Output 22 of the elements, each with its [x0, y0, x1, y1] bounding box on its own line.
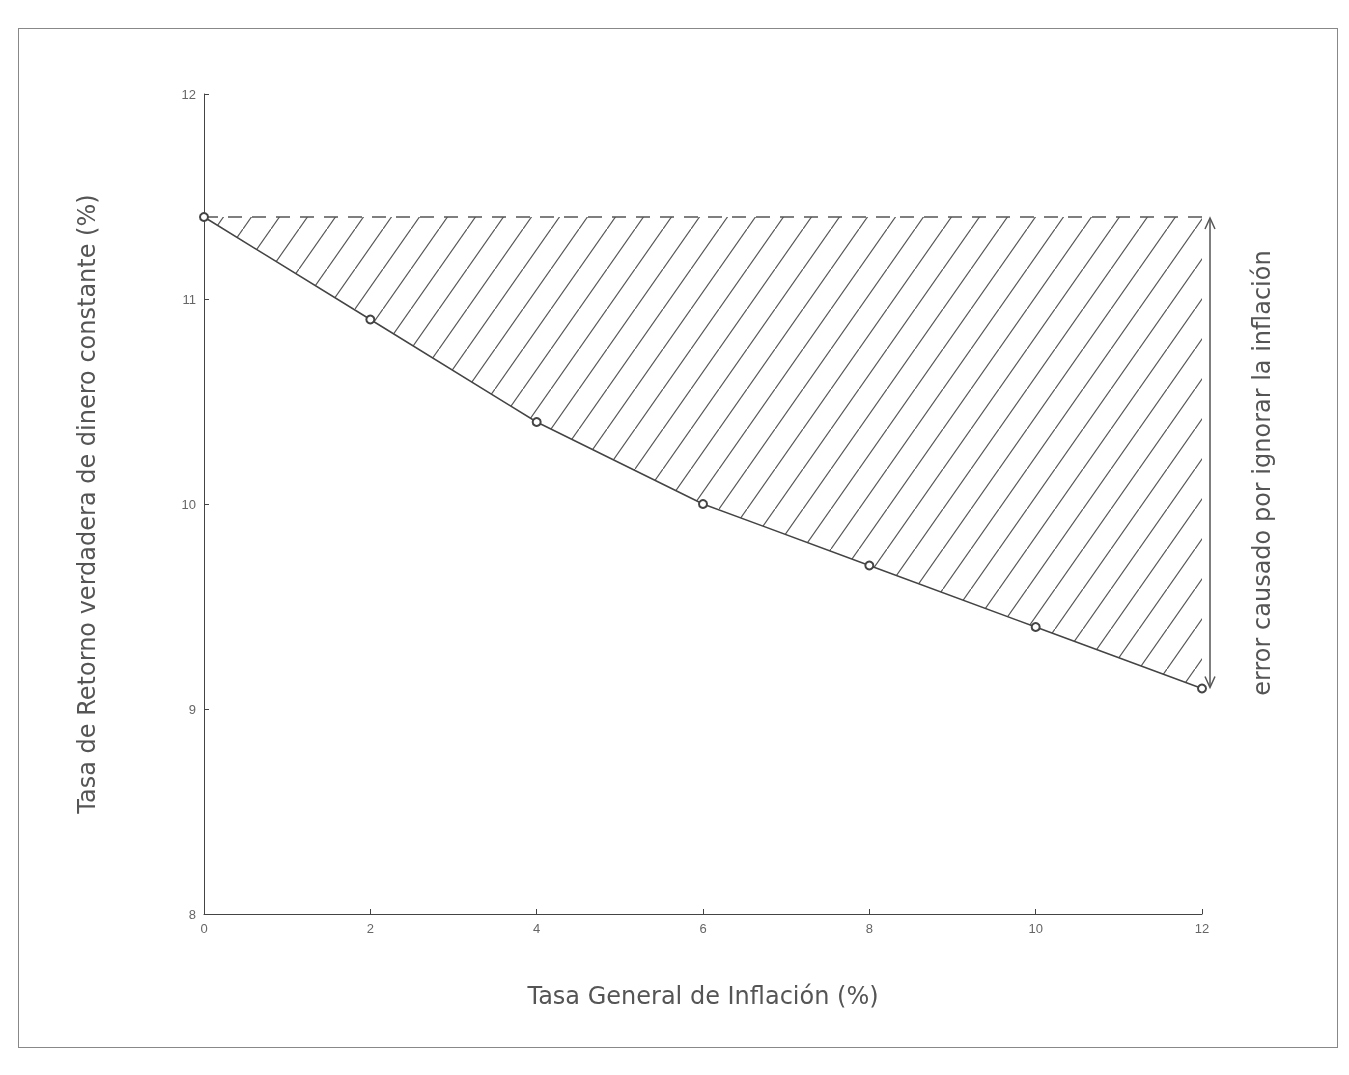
point — [365, 314, 376, 325]
x-tick-label: 2 — [366, 921, 374, 936]
x-axis-title: Tasa General de Inflación (%) — [526, 982, 879, 1010]
x-tick-label: 10 — [1028, 921, 1043, 936]
text: error causado por ignorar la inflación — [1247, 250, 1276, 696]
x-tick-label: 8 — [865, 921, 873, 936]
point — [1030, 622, 1041, 632]
y-tick-label: 9 — [188, 701, 196, 717]
x-tick-label: 6 — [699, 921, 707, 936]
y-axis-title: Tasa de Retorno verdadera de dinero constante (%) — [73, 194, 101, 815]
point — [864, 560, 875, 571]
y-tick-label: 10 — [181, 496, 196, 512]
point — [698, 499, 708, 509]
y-tick-label: 11 — [182, 291, 196, 307]
y-tick-label: 8 — [188, 906, 196, 922]
point — [531, 417, 542, 427]
x-tick-label: 12 — [1194, 921, 1210, 936]
y-tick-label: 12 — [181, 86, 196, 102]
x-tick-label: 4 — [533, 921, 541, 936]
point — [199, 212, 209, 222]
x-tick-label: 0 — [200, 921, 208, 936]
point — [1197, 683, 1207, 694]
